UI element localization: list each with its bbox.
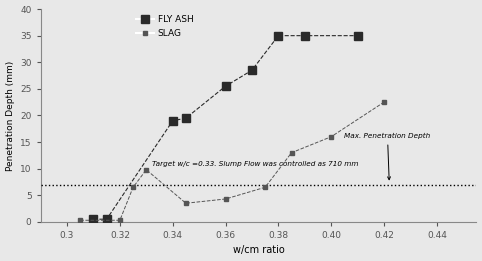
Legend: FLY ASH, SLAG: FLY ASH, SLAG	[133, 11, 197, 42]
Text: Target w/c =0.33. Slump Flow was controlled as 710 mm: Target w/c =0.33. Slump Flow was control…	[151, 161, 358, 167]
X-axis label: w/cm ratio: w/cm ratio	[233, 245, 284, 256]
Y-axis label: Penetration Depth (mm): Penetration Depth (mm)	[6, 60, 14, 171]
Text: Max. Penetration Depth: Max. Penetration Depth	[344, 133, 430, 180]
